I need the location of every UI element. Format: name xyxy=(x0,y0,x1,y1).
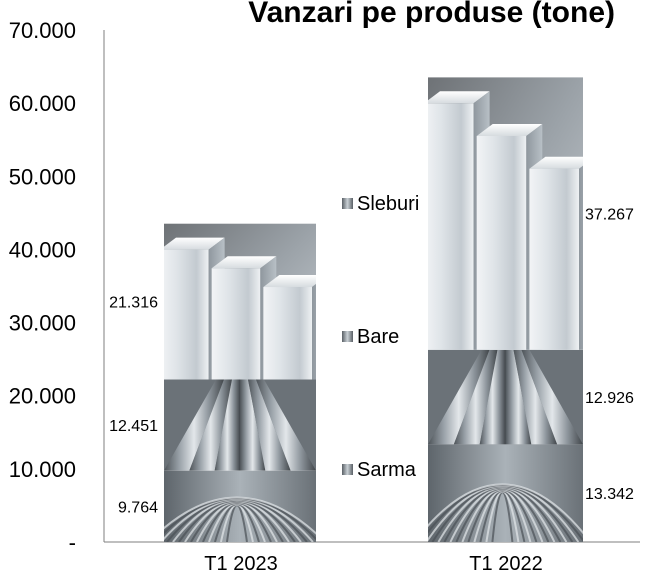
legend-label-bare: Bare xyxy=(357,326,399,348)
y-tick-label: 10.000 xyxy=(9,457,76,482)
value-label-sleburi-0: 21.316 xyxy=(109,295,158,312)
legend: Sleburi Bare Sarma xyxy=(342,193,419,481)
x-tick-label: T1 2022 xyxy=(469,553,542,575)
value-label-bare-1: 12.926 xyxy=(585,390,634,407)
legend-label-sleburi: Sleburi xyxy=(357,193,419,215)
value-labels: 9.764 12.451 21.316 13.342 12.926 37.267 xyxy=(109,207,634,517)
bar-segment-bare-1 xyxy=(428,349,583,445)
legend-item-sleburi: Sleburi xyxy=(342,193,419,215)
bar-segment-sarma-0 xyxy=(164,470,316,542)
value-label-sleburi-1: 37.267 xyxy=(585,207,634,224)
y-tick-label: 30.000 xyxy=(9,311,76,336)
y-tick-label: 70.000 xyxy=(9,18,76,43)
bar-segment-bare-0 xyxy=(164,379,316,471)
legend-label-sarma: Sarma xyxy=(357,459,417,481)
value-label-sarma-1: 13.342 xyxy=(585,486,634,503)
bar-segment-sleburi-1 xyxy=(428,77,583,350)
y-tick-label: - xyxy=(69,530,76,555)
legend-item-bare: Bare xyxy=(342,326,399,348)
y-tick-label: 50.000 xyxy=(9,164,76,189)
chart-title: Vanzari pe produse (tone) xyxy=(248,0,615,29)
x-tick-label: T1 2023 xyxy=(204,553,277,575)
legend-swatch-sarma xyxy=(342,464,353,475)
legend-swatch-bare xyxy=(342,331,353,342)
bar-segment-sarma-1 xyxy=(428,444,583,543)
legend-swatch-sleburi xyxy=(342,198,353,209)
y-tick-labels: - 10.000 20.000 30.000 40.000 50.000 60.000 70.… xyxy=(9,18,76,555)
bars xyxy=(164,77,583,543)
y-tick-label: 20.000 xyxy=(9,384,76,409)
value-label-bare-0: 12.451 xyxy=(109,418,158,435)
y-tick-label: 40.000 xyxy=(9,237,76,262)
legend-item-sarma: Sarma xyxy=(342,459,417,481)
y-tick-label: 60.000 xyxy=(9,91,76,116)
x-tick-labels: T1 2023 T1 2022 xyxy=(204,553,542,575)
bar-segment-sleburi-0 xyxy=(164,223,316,380)
value-label-sarma-0: 9.764 xyxy=(118,499,158,516)
